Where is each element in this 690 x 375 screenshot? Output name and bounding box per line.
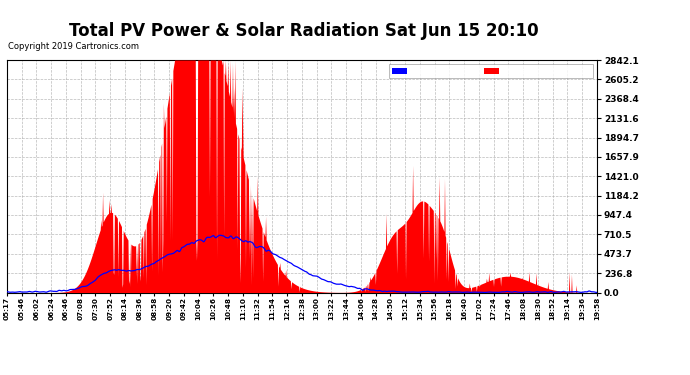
Text: Copyright 2019 Cartronics.com: Copyright 2019 Cartronics.com <box>8 42 139 51</box>
Legend: Radiation (w/m2), PV Panels (DC Watts): Radiation (w/m2), PV Panels (DC Watts) <box>389 64 593 78</box>
Text: Total PV Power & Solar Radiation Sat Jun 15 20:10: Total PV Power & Solar Radiation Sat Jun… <box>69 22 538 40</box>
